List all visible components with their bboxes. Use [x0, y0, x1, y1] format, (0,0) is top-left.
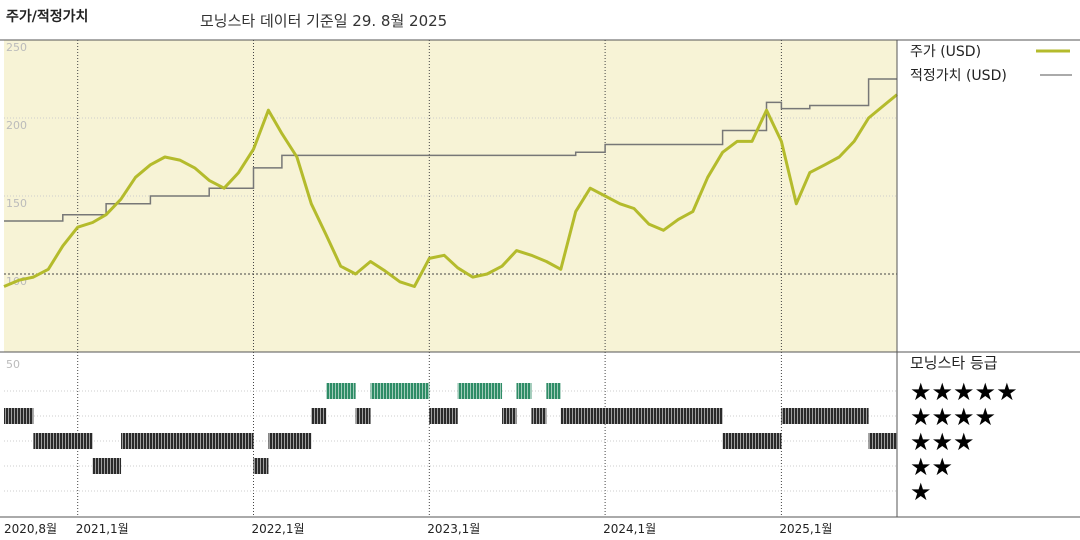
legend-price-label: 주가 (USD): [910, 44, 981, 60]
price-y-tick-label: 250: [6, 41, 27, 54]
fair-value-line: [4, 78, 897, 222]
rating-bar-4-star: [531, 408, 547, 424]
rating-bar-4-star: [355, 408, 371, 424]
x-tick-label: 2023,1월: [427, 522, 480, 536]
rating-bar-5-star: [546, 383, 561, 399]
x-tick-label: 2025,1월: [779, 522, 832, 536]
rating-row-4-stars: ★★★★: [910, 403, 996, 431]
rating-bar-4-star: [429, 408, 458, 424]
rating-bar-4-star: [4, 408, 34, 424]
rating-bar-5-star: [457, 383, 503, 399]
rating-bar-4-star: [502, 408, 517, 424]
rating-panel: 50: [4, 358, 897, 492]
rating-row-2-stars: ★★: [910, 453, 953, 481]
rating-bar-3-star: [121, 433, 254, 449]
price-y-tick-label: 150: [6, 197, 27, 210]
rating-bar-2-star: [253, 458, 269, 474]
rating-bar-3-star: [722, 433, 782, 449]
rating-row-1-stars: ★: [910, 478, 932, 506]
legend-fair-value-label: 적정가치 (USD): [910, 68, 1007, 84]
rating-bar-5-star: [516, 383, 532, 399]
rating-bar-3-star: [33, 433, 93, 449]
rating-bar-5-star: [326, 383, 356, 399]
rating-bar-5-star: [370, 383, 430, 399]
rating-row-3-stars: ★★★: [910, 428, 975, 456]
rating-bars: [4, 383, 897, 474]
x-axis-ticks: 2020,8월 2021,1월 2022,1월 2023,1월 2024,1월 2025,…: [4, 522, 832, 536]
price-line: [3, 93, 898, 288]
rating-bar-4-star: [311, 408, 327, 424]
rating-bar-3-star: [868, 433, 897, 449]
x-tick-label: 2021,1월: [76, 522, 129, 536]
x-tick-label: 2020,8월: [4, 522, 57, 536]
chart-subtitle: 모닝스타 데이터 기준일 29. 8월 2025: [200, 12, 447, 30]
rating-y-tick: 50: [6, 358, 20, 371]
price-y-tick-label: 200: [6, 119, 27, 132]
rating-bar-4-star: [781, 408, 869, 424]
legend: 주가 (USD) 적정가치 (USD): [910, 44, 1072, 84]
rating-star-rows: ★★★★★★★★★★★★★★★: [910, 378, 1018, 506]
chart-title: 주가/적정가치: [6, 8, 88, 25]
rating-legend-title: 모닝스타 등급: [910, 354, 998, 372]
x-tick-label: 2024,1월: [603, 522, 656, 536]
rating-bar-2-star: [92, 458, 122, 474]
x-tick-label: 2022,1월: [252, 522, 305, 536]
rating-row-5-stars: ★★★★★: [910, 378, 1018, 406]
rating-bar-3-star: [268, 433, 312, 449]
chart-frame: [0, 39, 1080, 518]
rating-bar-4-star: [560, 408, 723, 424]
rating-legend: 모닝스타 등급 ★★★★★★★★★★★★★★★: [910, 354, 1018, 506]
